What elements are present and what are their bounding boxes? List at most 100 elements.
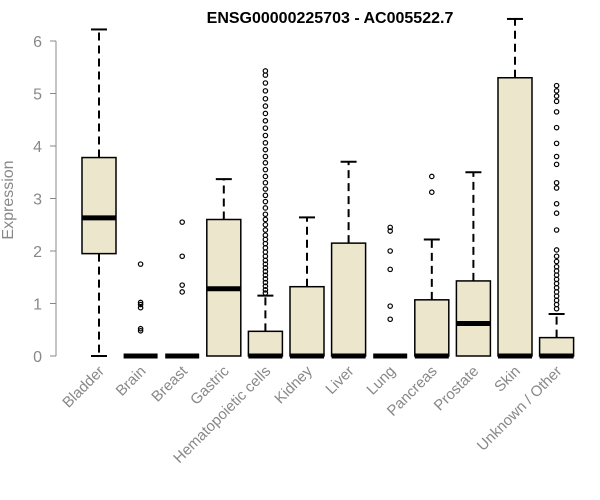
x-tick-label: Skin (491, 363, 524, 396)
outlier-point (262, 146, 269, 153)
outlier-point (553, 247, 560, 253)
outlier-point (262, 272, 269, 278)
box-bladder (81, 28, 117, 357)
outlier-point (137, 304, 144, 311)
box-iqr (455, 280, 492, 357)
x-tick-label: Brain (113, 363, 150, 400)
outlier-point (553, 98, 560, 105)
outlier-point (553, 227, 560, 233)
outlier-point (553, 258, 560, 265)
outlier-point (262, 95, 269, 102)
box-pancreas (414, 173, 450, 359)
x-tick-label: Liver (322, 363, 357, 398)
outlier-point (428, 173, 435, 180)
outlier-point (262, 276, 269, 282)
outlier-point (553, 263, 560, 270)
box-brain (123, 261, 158, 359)
box-iqr (414, 299, 450, 357)
outlier-point (262, 153, 269, 160)
outlier-point (262, 88, 269, 94)
outlier-point (262, 132, 269, 139)
box-series (81, 17, 575, 359)
outlier-point (553, 109, 560, 115)
box-prostate (455, 171, 492, 357)
outlier-point (262, 160, 269, 166)
outlier-point (262, 211, 269, 218)
chart-title: ENSG00000225703 - AC005522.7 (207, 10, 454, 27)
box-iqr (81, 156, 117, 255)
outlier-point (262, 179, 269, 186)
outlier-point (179, 282, 186, 288)
box-liver (330, 160, 367, 359)
outlier-point (387, 224, 394, 231)
y-tick-label: 2 (33, 244, 42, 261)
outlier-point (262, 198, 269, 205)
y-tick-label: 3 (33, 192, 42, 209)
outlier-point (262, 279, 269, 286)
outlier-point (137, 299, 144, 306)
outlier-point (262, 166, 269, 173)
outlier-point (179, 219, 186, 225)
y-tick-label: 4 (33, 139, 42, 156)
outlier-point (137, 327, 144, 334)
outlier-point (262, 268, 269, 275)
outlier-point (262, 173, 269, 180)
box-iqr (330, 242, 367, 357)
x-tick-label: Prostate (431, 363, 483, 415)
outlier-point (137, 301, 144, 308)
x-tick-label: Kidney (271, 362, 316, 407)
outlier-point (262, 205, 269, 211)
outlier-point (262, 232, 269, 239)
box-skin (497, 17, 533, 359)
outlier-point (262, 283, 269, 289)
box-iqr (497, 77, 533, 357)
outlier-point (137, 325, 144, 332)
outlier-point (553, 140, 560, 147)
box-iqr (247, 330, 284, 357)
outlier-point (262, 68, 269, 74)
outlier-point (262, 264, 269, 271)
outlier-point (262, 125, 269, 131)
y-tick-label: 0 (33, 349, 42, 366)
outlier-point (553, 161, 560, 168)
outlier-point (262, 290, 269, 296)
outlier-point (387, 303, 394, 309)
outlier-point (262, 216, 269, 223)
box-iqr (538, 336, 575, 357)
box-gastric (206, 178, 242, 357)
outlier-point (553, 153, 560, 160)
box-breast (165, 219, 200, 359)
outlier-point (262, 186, 269, 192)
box-kidney (289, 216, 325, 359)
outlier-point (262, 118, 269, 124)
outlier-point (553, 88, 560, 94)
outlier-point (553, 253, 560, 260)
outlier-point (262, 227, 269, 233)
outlier-point (553, 185, 560, 191)
outlier-point (387, 228, 394, 234)
outlier-point (553, 82, 560, 89)
y-tick-label: 1 (33, 297, 42, 314)
outlier-point (428, 189, 435, 196)
box-iqr (289, 285, 325, 357)
outlier-point (262, 287, 269, 293)
outlier-point (262, 110, 269, 117)
outlier-point (262, 80, 269, 86)
outlier-point (387, 248, 394, 254)
x-tick-label: Lung (363, 363, 399, 399)
outlier-point (553, 200, 560, 207)
outlier-point (553, 124, 560, 131)
outlier-point (137, 261, 144, 267)
outlier-point (553, 210, 560, 217)
outlier-point (553, 93, 560, 99)
outlier-point (262, 140, 269, 146)
box-hematopoietic-cells (247, 68, 284, 359)
x-tick-label: Bladder (59, 363, 108, 412)
y-tick-label: 6 (33, 34, 42, 51)
box-lung (373, 224, 408, 359)
box-unknown-other (538, 82, 575, 359)
outlier-point (553, 179, 560, 186)
